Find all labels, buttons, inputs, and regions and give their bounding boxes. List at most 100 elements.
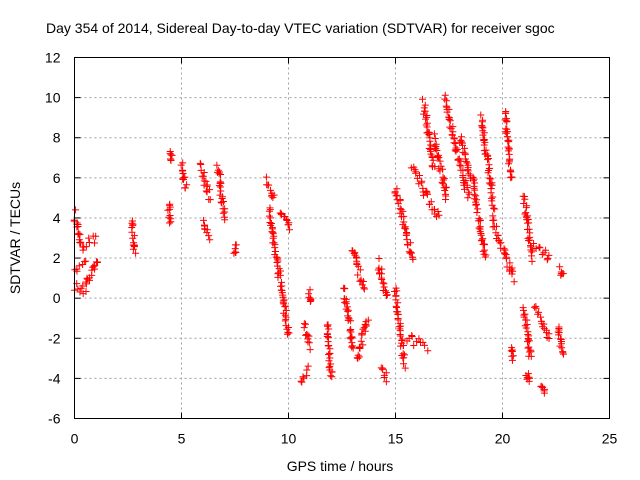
data-point — [279, 291, 287, 299]
data-point — [508, 264, 516, 272]
data-point — [441, 91, 449, 99]
data-point — [232, 249, 240, 257]
data-point — [85, 234, 93, 242]
data-point — [545, 330, 553, 338]
data-point — [525, 377, 533, 385]
x-tick-label: 20 — [495, 431, 511, 447]
data-point — [544, 255, 552, 263]
data-point — [397, 332, 405, 340]
data-point — [323, 321, 331, 329]
data-point — [494, 231, 502, 239]
data-point — [503, 263, 511, 271]
data-point — [203, 229, 211, 237]
data-point — [523, 202, 531, 210]
data-point — [425, 130, 433, 138]
data-point — [422, 115, 430, 123]
data-point — [393, 185, 401, 193]
data-point — [271, 248, 279, 256]
data-point — [415, 335, 423, 343]
data-point — [202, 177, 210, 185]
data-point — [75, 229, 83, 237]
data-point — [168, 151, 176, 159]
data-point — [400, 360, 408, 368]
data-point — [525, 237, 533, 245]
data-point — [350, 250, 358, 258]
data-point — [439, 165, 447, 173]
data-point — [215, 182, 223, 190]
data-point — [202, 187, 210, 195]
data-point — [359, 278, 367, 286]
data-point — [482, 251, 490, 259]
data-point — [177, 161, 185, 169]
data-point — [326, 354, 334, 362]
data-point — [285, 324, 293, 332]
data-point — [219, 209, 227, 217]
data-point — [284, 328, 292, 336]
data-point — [431, 135, 439, 143]
data-point — [479, 127, 487, 135]
data-point — [76, 231, 84, 239]
data-point — [344, 312, 352, 320]
data-point — [353, 259, 361, 267]
data-point — [538, 251, 546, 259]
data-point — [470, 175, 478, 183]
data-point — [465, 190, 473, 198]
data-point — [378, 276, 386, 284]
data-point — [415, 172, 423, 180]
data-point — [203, 226, 211, 234]
data-point — [442, 192, 450, 200]
data-point — [438, 178, 446, 186]
data-point — [459, 173, 467, 181]
data-point — [382, 287, 390, 295]
data-point — [508, 173, 516, 181]
data-point — [505, 158, 513, 166]
data-point — [503, 129, 511, 137]
data-point — [375, 255, 383, 263]
data-point — [197, 160, 205, 168]
data-point — [356, 266, 364, 274]
data-point — [303, 366, 311, 374]
data-point — [298, 378, 306, 386]
y-tick-label: 12 — [45, 50, 61, 66]
data-point — [542, 246, 550, 254]
data-point — [524, 370, 532, 378]
data-point — [199, 172, 207, 180]
data-point — [524, 336, 532, 344]
x-tick-label: 5 — [178, 431, 186, 447]
data-point — [299, 373, 307, 381]
data-point — [534, 310, 542, 318]
data-point — [464, 194, 472, 202]
y-tick-label: -6 — [48, 411, 61, 427]
data-point — [521, 195, 529, 203]
data-point — [525, 337, 533, 345]
data-point — [179, 169, 187, 177]
data-point — [380, 283, 388, 291]
data-point — [472, 200, 480, 208]
data-point — [282, 315, 290, 323]
data-point — [360, 285, 368, 293]
data-point — [130, 243, 138, 251]
data-point — [425, 144, 433, 152]
data-point — [532, 245, 540, 253]
data-point — [484, 154, 492, 162]
data-point — [427, 150, 435, 158]
data-point — [394, 299, 402, 307]
data-point — [286, 226, 294, 234]
data-point — [421, 101, 429, 109]
data-point — [560, 350, 568, 358]
data-point — [532, 304, 540, 312]
data-point — [451, 140, 459, 148]
y-tick-label: -2 — [48, 330, 61, 346]
data-point — [403, 236, 411, 244]
data-point — [346, 334, 354, 342]
data-point — [478, 236, 486, 244]
data-point — [523, 216, 531, 224]
data-point — [435, 211, 443, 219]
data-point — [524, 338, 532, 346]
data-point — [392, 296, 400, 304]
data-point — [489, 204, 497, 212]
data-point — [349, 344, 357, 352]
data-point — [418, 95, 426, 103]
data-point — [76, 288, 84, 296]
